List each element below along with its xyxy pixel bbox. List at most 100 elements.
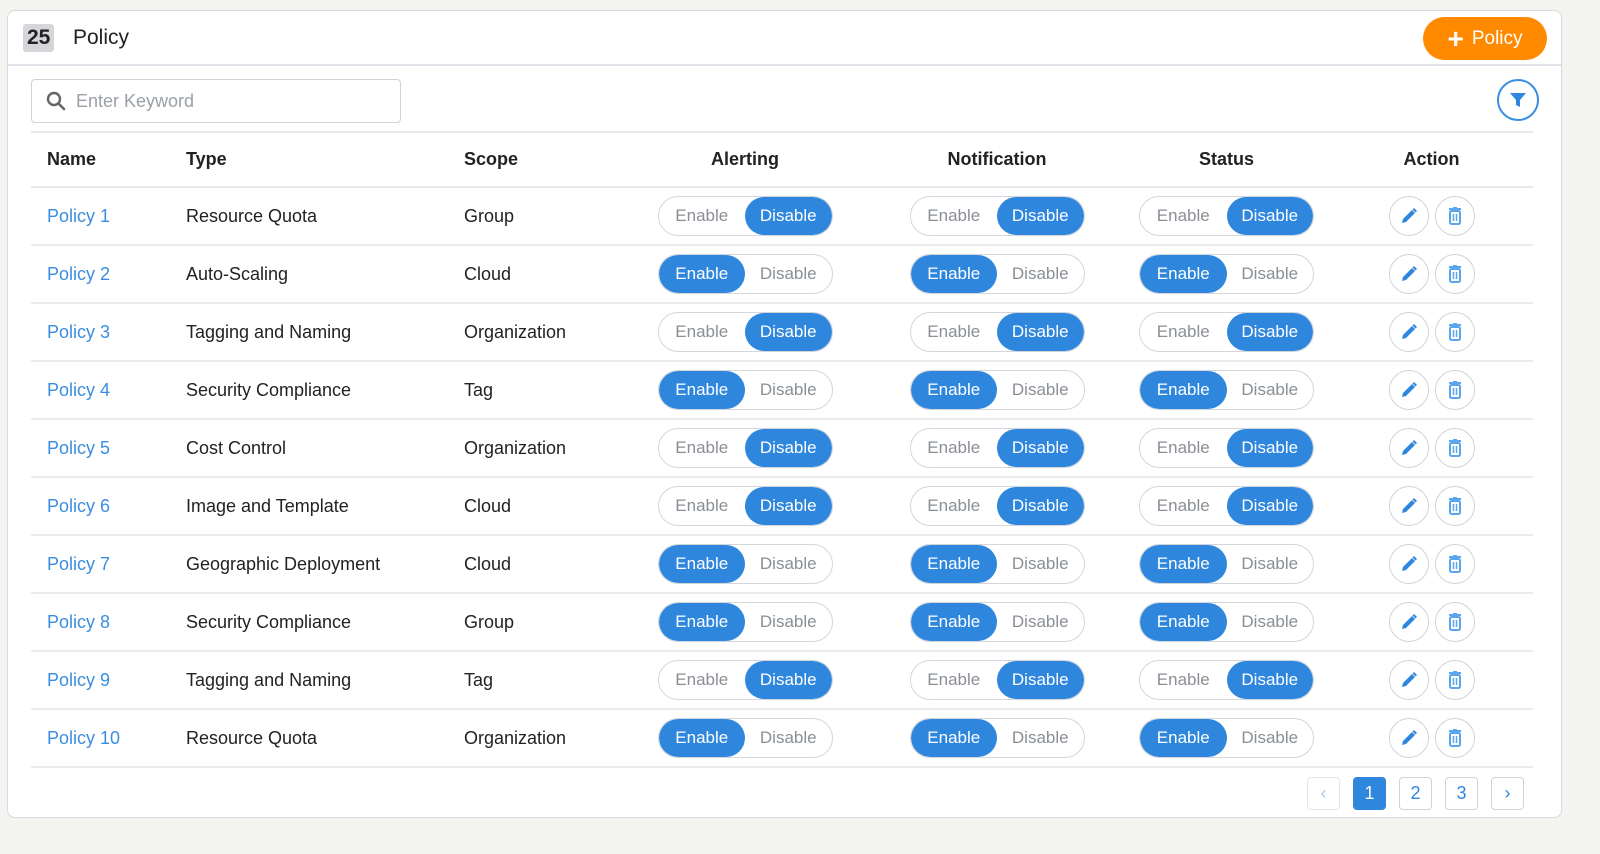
edit-button[interactable] (1388, 370, 1429, 410)
status-disable-option[interactable]: Disable (1241, 554, 1299, 573)
delete-button[interactable] (1434, 312, 1475, 352)
policy-name-link[interactable]: Policy 4 (47, 379, 111, 400)
delete-button[interactable] (1434, 660, 1475, 700)
search-box[interactable] (31, 79, 401, 123)
alerting-disable-option[interactable]: Disable (759, 380, 817, 399)
notification-enable-option[interactable]: Enable (910, 255, 997, 293)
alerting-disable-option[interactable]: Disable (745, 429, 832, 467)
status-enable-option[interactable]: Enable (1156, 496, 1210, 515)
status-toggle[interactable]: Enable Disable (1139, 718, 1314, 758)
alerting-toggle[interactable]: Enable Disable (657, 312, 833, 352)
alerting-toggle[interactable]: Enable Disable (657, 486, 833, 526)
delete-button[interactable] (1434, 428, 1475, 468)
notification-enable-option[interactable]: Enable (910, 545, 997, 583)
status-toggle[interactable]: Enable Disable (1139, 370, 1314, 410)
edit-button[interactable] (1388, 660, 1429, 700)
edit-button[interactable] (1388, 718, 1429, 758)
notification-disable-option[interactable]: Disable (1011, 264, 1069, 283)
alerting-toggle[interactable]: Enable Disable (657, 370, 833, 410)
alerting-disable-option[interactable]: Disable (759, 728, 817, 747)
status-disable-option[interactable]: Disable (1241, 728, 1299, 747)
status-toggle[interactable]: Enable Disable (1139, 486, 1314, 526)
policy-name-link[interactable]: Policy 8 (47, 611, 111, 632)
edit-button[interactable] (1388, 254, 1429, 294)
notification-enable-option[interactable]: Enable (927, 438, 981, 457)
notification-disable-option[interactable]: Disable (997, 197, 1084, 235)
alerting-enable-option[interactable]: Enable (658, 545, 745, 583)
status-disable-option[interactable]: Disable (1226, 313, 1313, 351)
alerting-enable-option[interactable]: Enable (675, 496, 729, 515)
status-enable-option[interactable]: Enable (1156, 670, 1210, 689)
status-enable-option[interactable]: Enable (1140, 371, 1227, 409)
search-input[interactable] (76, 90, 376, 112)
alerting-enable-option[interactable]: Enable (658, 371, 745, 409)
notification-disable-option[interactable]: Disable (1011, 612, 1069, 631)
alerting-disable-option[interactable]: Disable (745, 197, 832, 235)
notification-enable-option[interactable]: Enable (910, 719, 997, 757)
status-toggle[interactable]: Enable Disable (1139, 660, 1314, 700)
alerting-toggle[interactable]: Enable Disable (657, 660, 833, 700)
status-toggle[interactable]: Enable Disable (1139, 544, 1314, 584)
edit-button[interactable] (1388, 196, 1429, 236)
alerting-disable-option[interactable]: Disable (745, 487, 832, 525)
page-2-button[interactable]: 2 (1399, 777, 1432, 810)
policy-name-link[interactable]: Policy 3 (47, 321, 111, 342)
alerting-toggle[interactable]: Enable Disable (657, 428, 833, 468)
prev-page-button[interactable]: ‹ (1307, 777, 1340, 810)
alerting-toggle[interactable]: Enable Disable (657, 602, 833, 642)
status-enable-option[interactable]: Enable (1156, 438, 1210, 457)
alerting-disable-option[interactable]: Disable (745, 661, 832, 699)
notification-disable-option[interactable]: Disable (997, 487, 1084, 525)
status-disable-option[interactable]: Disable (1226, 429, 1313, 467)
delete-button[interactable] (1434, 718, 1475, 758)
status-enable-option[interactable]: Enable (1140, 255, 1227, 293)
alerting-disable-option[interactable]: Disable (759, 612, 817, 631)
status-enable-option[interactable]: Enable (1140, 603, 1227, 641)
notification-toggle[interactable]: Enable Disable (909, 312, 1085, 352)
alerting-toggle[interactable]: Enable Disable (657, 718, 833, 758)
alerting-toggle[interactable]: Enable Disable (657, 544, 833, 584)
alerting-enable-option[interactable]: Enable (658, 255, 745, 293)
status-enable-option[interactable]: Enable (1140, 545, 1227, 583)
notification-enable-option[interactable]: Enable (927, 496, 981, 515)
status-toggle[interactable]: Enable Disable (1139, 196, 1314, 236)
page-1-button[interactable]: 1 (1353, 777, 1386, 810)
status-disable-option[interactable]: Disable (1241, 380, 1299, 399)
notification-disable-option[interactable]: Disable (1011, 554, 1069, 573)
status-toggle[interactable]: Enable Disable (1139, 602, 1314, 642)
filter-button[interactable] (1497, 79, 1539, 121)
notification-disable-option[interactable]: Disable (997, 429, 1084, 467)
policy-name-link[interactable]: Policy 2 (47, 263, 111, 284)
status-enable-option[interactable]: Enable (1140, 719, 1227, 757)
notification-enable-option[interactable]: Enable (910, 603, 997, 641)
edit-button[interactable] (1388, 602, 1429, 642)
policy-name-link[interactable]: Policy 6 (47, 495, 111, 516)
status-disable-option[interactable]: Disable (1241, 612, 1299, 631)
alerting-enable-option[interactable]: Enable (658, 603, 745, 641)
policy-name-link[interactable]: Policy 10 (47, 727, 121, 748)
delete-button[interactable] (1434, 602, 1475, 642)
alerting-enable-option[interactable]: Enable (675, 438, 729, 457)
alerting-disable-option[interactable]: Disable (759, 554, 817, 573)
notification-toggle[interactable]: Enable Disable (909, 254, 1085, 294)
edit-button[interactable] (1388, 428, 1429, 468)
notification-toggle[interactable]: Enable Disable (909, 660, 1085, 700)
alerting-toggle[interactable]: Enable Disable (657, 254, 833, 294)
status-toggle[interactable]: Enable Disable (1139, 254, 1314, 294)
alerting-enable-option[interactable]: Enable (675, 322, 729, 341)
status-enable-option[interactable]: Enable (1156, 322, 1210, 341)
status-enable-option[interactable]: Enable (1156, 206, 1210, 225)
notification-toggle[interactable]: Enable Disable (909, 544, 1085, 584)
delete-button[interactable] (1434, 486, 1475, 526)
notification-toggle[interactable]: Enable Disable (909, 602, 1085, 642)
alerting-enable-option[interactable]: Enable (675, 206, 729, 225)
delete-button[interactable] (1434, 544, 1475, 584)
notification-enable-option[interactable]: Enable (927, 670, 981, 689)
alerting-enable-option[interactable]: Enable (675, 670, 729, 689)
policy-name-link[interactable]: Policy 9 (47, 669, 111, 690)
status-toggle[interactable]: Enable Disable (1139, 428, 1314, 468)
edit-button[interactable] (1388, 544, 1429, 584)
notification-toggle[interactable]: Enable Disable (909, 196, 1085, 236)
notification-enable-option[interactable]: Enable (927, 206, 981, 225)
notification-toggle[interactable]: Enable Disable (909, 370, 1085, 410)
